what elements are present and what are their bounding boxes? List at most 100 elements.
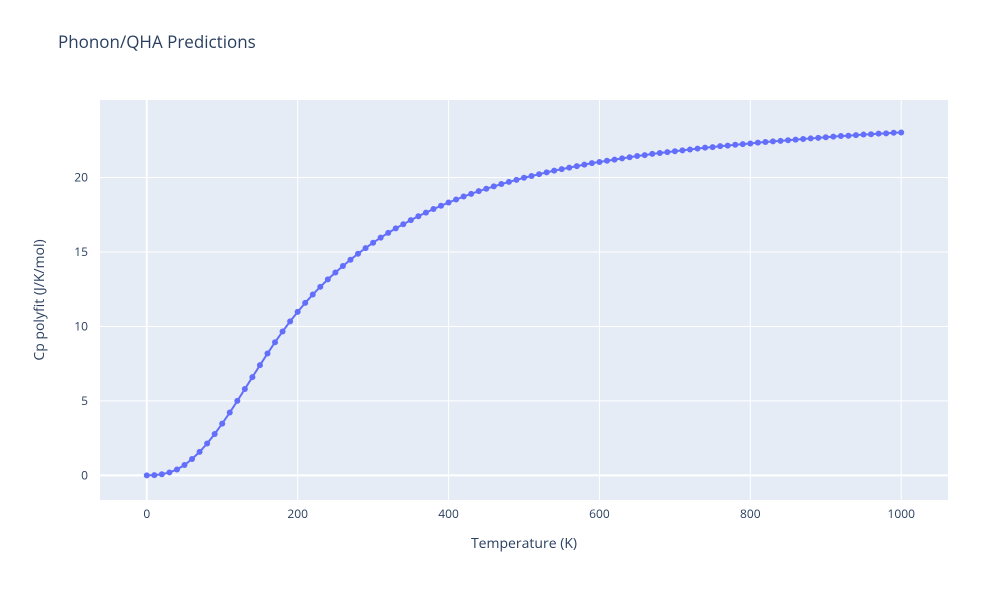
- series-marker: [340, 263, 346, 269]
- series-marker: [891, 130, 897, 136]
- series-marker: [687, 146, 693, 152]
- series-marker: [363, 245, 369, 251]
- series-marker: [491, 183, 497, 189]
- y-tick-label: 20: [74, 168, 88, 185]
- series-marker: [853, 132, 859, 138]
- series-marker: [695, 146, 701, 152]
- series-marker: [861, 132, 867, 138]
- series-marker: [551, 168, 557, 174]
- series-marker: [461, 194, 467, 200]
- series-marker: [159, 471, 165, 477]
- series-marker: [815, 135, 821, 141]
- series-marker: [589, 160, 595, 166]
- series-marker: [732, 142, 738, 148]
- series-marker: [280, 329, 286, 335]
- series-marker: [257, 362, 263, 368]
- y-tick-label: 10: [74, 317, 88, 334]
- series-marker: [446, 199, 452, 205]
- series-marker: [740, 141, 746, 147]
- series-marker: [355, 251, 361, 257]
- series-marker: [476, 188, 482, 194]
- series-marker: [702, 145, 708, 151]
- series-marker: [649, 151, 655, 157]
- series-marker: [287, 318, 293, 324]
- series-marker: [679, 147, 685, 153]
- plot-background: [100, 100, 948, 500]
- series-marker: [883, 130, 889, 136]
- series-marker: [378, 235, 384, 241]
- series-marker: [793, 137, 799, 143]
- series-marker: [581, 162, 587, 168]
- x-tick-label: 600: [589, 505, 610, 522]
- series-marker: [876, 131, 882, 137]
- series-marker: [166, 469, 172, 475]
- series-marker: [423, 210, 429, 216]
- series-marker: [302, 300, 308, 306]
- series-marker: [808, 135, 814, 141]
- series-marker: [498, 181, 504, 187]
- series-marker: [521, 175, 527, 181]
- series-marker: [529, 173, 535, 179]
- series-marker: [868, 131, 874, 137]
- series-marker: [189, 456, 195, 462]
- x-tick-label: 1000: [887, 505, 915, 522]
- series-marker: [627, 154, 633, 160]
- series-marker: [566, 165, 572, 171]
- series-marker: [325, 276, 331, 282]
- series-marker: [506, 179, 512, 185]
- x-tick-label: 200: [287, 505, 308, 522]
- series-marker: [898, 129, 904, 135]
- series-marker: [747, 141, 753, 147]
- series-marker: [717, 143, 723, 149]
- series-marker: [823, 134, 829, 140]
- series-marker: [483, 186, 489, 192]
- series-marker: [664, 149, 670, 155]
- series-marker: [227, 410, 233, 416]
- series-marker: [710, 144, 716, 150]
- series-marker: [725, 143, 731, 149]
- series-marker: [151, 472, 157, 478]
- series-marker: [800, 136, 806, 142]
- y-tick-label: 0: [81, 466, 88, 483]
- series-marker: [295, 309, 301, 315]
- x-axis-label: Temperature (K): [471, 534, 577, 553]
- series-marker: [347, 257, 353, 263]
- series-marker: [408, 217, 414, 223]
- y-tick-label: 5: [81, 392, 88, 409]
- series-marker: [415, 213, 421, 219]
- series-marker: [574, 163, 580, 169]
- series-marker: [181, 462, 187, 468]
- series-marker: [400, 221, 406, 227]
- x-tick-label: 400: [438, 505, 459, 522]
- series-marker: [596, 159, 602, 165]
- series-marker: [604, 158, 610, 164]
- series-marker: [657, 150, 663, 156]
- series-marker: [830, 134, 836, 140]
- series-marker: [536, 171, 542, 177]
- series-marker: [144, 472, 150, 478]
- series-marker: [249, 374, 255, 380]
- series-marker: [393, 225, 399, 231]
- series-marker: [672, 148, 678, 154]
- series-marker: [174, 466, 180, 472]
- series-marker: [559, 166, 565, 172]
- chart-svg: 0200400600800100005101520Temperature (K)…: [0, 0, 1000, 600]
- series-marker: [234, 398, 240, 404]
- series-marker: [212, 431, 218, 437]
- chart-container: 0200400600800100005101520Temperature (K)…: [0, 0, 1000, 600]
- series-marker: [612, 157, 618, 163]
- series-marker: [310, 292, 316, 298]
- series-marker: [197, 449, 203, 455]
- series-marker: [642, 152, 648, 158]
- series-marker: [544, 169, 550, 175]
- y-tick-label: 15: [74, 243, 88, 260]
- series-marker: [438, 203, 444, 209]
- series-marker: [272, 339, 278, 345]
- series-marker: [619, 155, 625, 161]
- series-marker: [778, 138, 784, 144]
- series-marker: [242, 386, 248, 392]
- series-marker: [634, 153, 640, 159]
- series-marker: [264, 351, 270, 357]
- series-marker: [204, 441, 210, 447]
- series-marker: [332, 270, 338, 276]
